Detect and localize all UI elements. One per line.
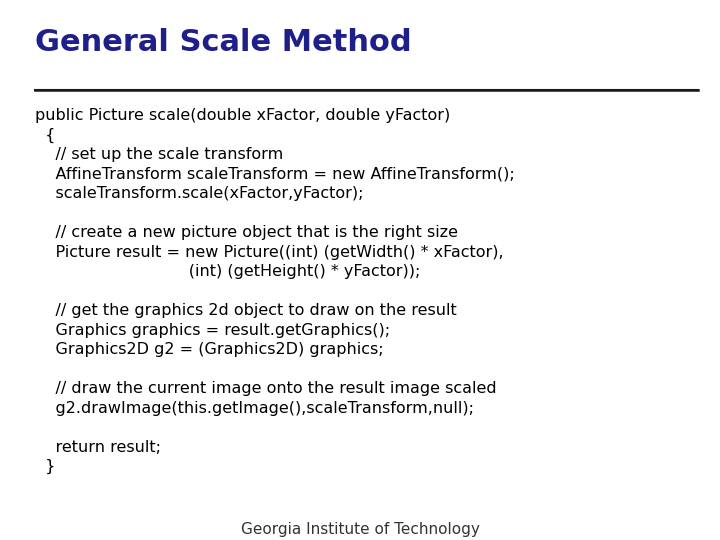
Text: return result;: return result; (35, 440, 161, 455)
Text: // get the graphics 2d object to draw on the result: // get the graphics 2d object to draw on… (35, 303, 456, 318)
Text: (int) (getHeight() * yFactor));: (int) (getHeight() * yFactor)); (35, 264, 420, 279)
Text: // draw the current image onto the result image scaled: // draw the current image onto the resul… (35, 381, 497, 396)
Text: {: { (35, 127, 55, 143)
Text: public Picture scale(double xFactor, double yFactor): public Picture scale(double xFactor, dou… (35, 108, 450, 123)
Text: Picture result = new Picture((int) (getWidth() * xFactor),: Picture result = new Picture((int) (getW… (35, 245, 503, 260)
Text: g2.drawImage(this.getImage(),scaleTransform,null);: g2.drawImage(this.getImage(),scaleTransf… (35, 401, 474, 415)
Text: Georgia Institute of Technology: Georgia Institute of Technology (240, 522, 480, 537)
Text: Graphics2D g2 = (Graphics2D) graphics;: Graphics2D g2 = (Graphics2D) graphics; (35, 342, 384, 357)
Text: AffineTransform scaleTransform = new AffineTransform();: AffineTransform scaleTransform = new Aff… (35, 166, 515, 181)
Text: // create a new picture object that is the right size: // create a new picture object that is t… (35, 225, 458, 240)
Text: }: } (35, 459, 55, 474)
Text: // set up the scale transform: // set up the scale transform (35, 147, 283, 162)
Text: Graphics graphics = result.getGraphics();: Graphics graphics = result.getGraphics()… (35, 322, 390, 338)
Text: General Scale Method: General Scale Method (35, 28, 412, 57)
Text: scaleTransform.scale(xFactor,yFactor);: scaleTransform.scale(xFactor,yFactor); (35, 186, 364, 201)
